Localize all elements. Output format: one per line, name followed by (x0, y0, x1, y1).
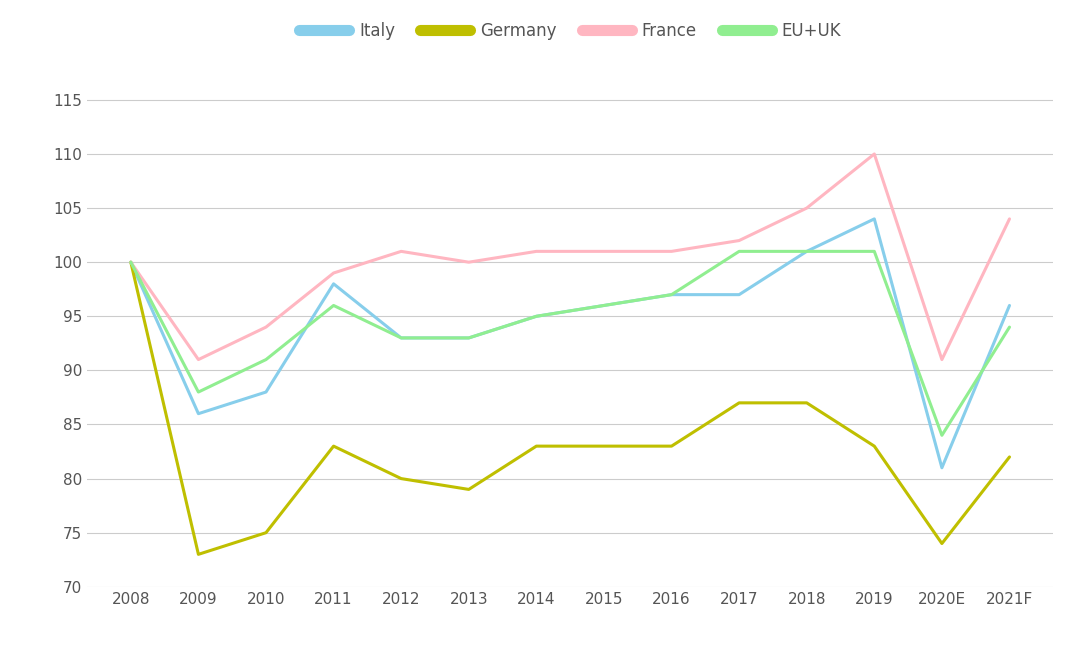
Italy (800, 248, 813, 256)
Germany (597, 442, 610, 450)
Germany (665, 442, 678, 450)
Germany (935, 540, 948, 548)
Italy (192, 409, 205, 417)
EU+UK (260, 355, 273, 363)
Italy (260, 388, 273, 396)
Legend: Italy, Germany, France, EU+UK: Italy, Germany, France, EU+UK (292, 16, 848, 47)
France (1003, 215, 1016, 223)
Italy (868, 215, 881, 223)
France (530, 248, 543, 256)
EU+UK (733, 248, 746, 256)
EU+UK (463, 334, 476, 342)
Germany (394, 475, 407, 482)
France (935, 355, 948, 363)
Germany (192, 550, 205, 558)
France (463, 258, 476, 266)
EU+UK (800, 248, 813, 256)
Italy (733, 291, 746, 299)
Germany (530, 442, 543, 450)
Germany (868, 442, 881, 450)
Germany (463, 486, 476, 494)
Italy (394, 334, 407, 342)
France (733, 237, 746, 244)
France (192, 355, 205, 363)
Germany (800, 399, 813, 407)
Line: EU+UK: EU+UK (130, 252, 1010, 436)
EU+UK (327, 302, 340, 310)
Italy (1003, 302, 1016, 310)
France (800, 204, 813, 212)
EU+UK (665, 291, 678, 299)
France (124, 258, 137, 266)
EU+UK (394, 334, 407, 342)
Italy (530, 312, 543, 320)
Line: Germany: Germany (130, 262, 1010, 554)
Italy (463, 334, 476, 342)
EU+UK (868, 248, 881, 256)
Line: Italy: Italy (130, 219, 1010, 467)
France (665, 248, 678, 256)
Italy (935, 464, 948, 471)
France (597, 248, 610, 256)
EU+UK (192, 388, 205, 396)
Germany (327, 442, 340, 450)
EU+UK (935, 432, 948, 439)
EU+UK (597, 302, 610, 310)
Italy (665, 291, 678, 299)
Line: France: France (130, 154, 1010, 359)
Germany (1003, 453, 1016, 461)
Germany (260, 529, 273, 537)
France (327, 269, 340, 277)
EU+UK (1003, 323, 1016, 331)
Italy (597, 302, 610, 310)
Italy (124, 258, 137, 266)
France (868, 150, 881, 158)
Germany (124, 258, 137, 266)
Germany (733, 399, 746, 407)
EU+UK (124, 258, 137, 266)
Italy (327, 280, 340, 288)
France (260, 323, 273, 331)
France (394, 248, 407, 256)
EU+UK (530, 312, 543, 320)
